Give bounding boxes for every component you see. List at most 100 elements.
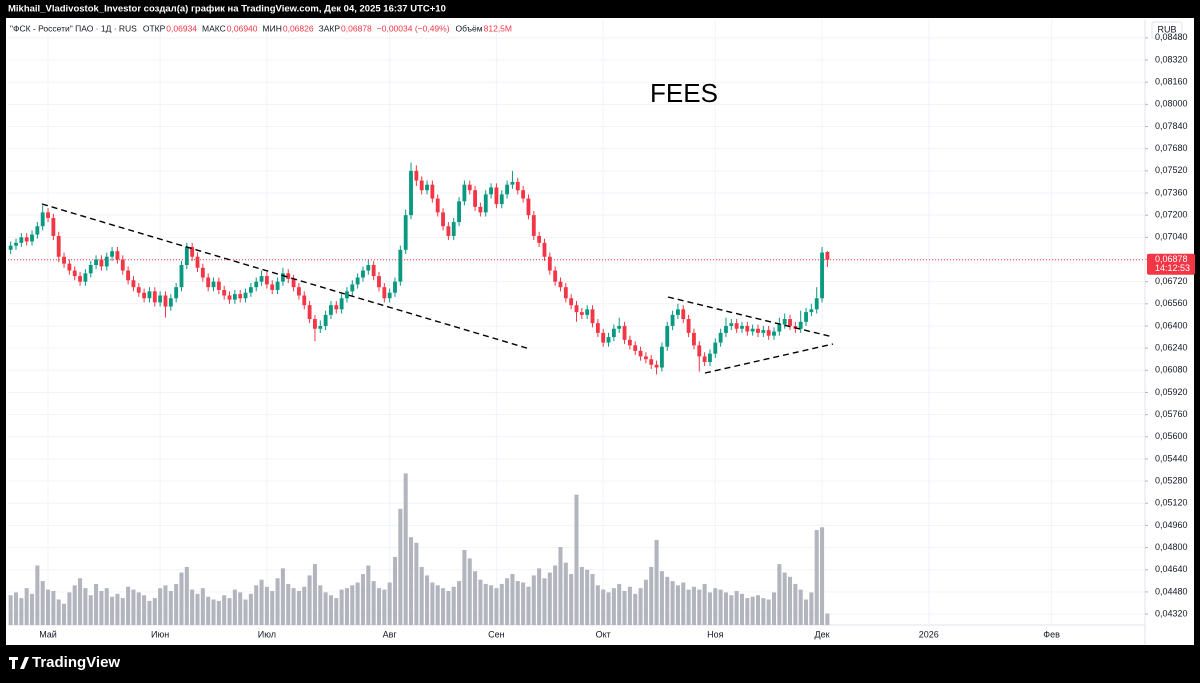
volume-bar	[675, 585, 680, 625]
volume-bar	[270, 591, 275, 625]
volume-bar	[131, 589, 136, 625]
volume-bar	[777, 564, 782, 625]
volume-bar	[67, 592, 72, 625]
volume-bar	[526, 586, 531, 625]
volume-bar	[483, 583, 488, 625]
candle-body	[350, 284, 355, 292]
candle-body	[782, 319, 787, 325]
volume-bar	[606, 592, 611, 625]
candle-body	[489, 187, 494, 195]
volume-bar	[729, 595, 734, 625]
header: Mikhail_Vladivostok_Investor создал(а) г…	[8, 4, 446, 15]
candle-body	[259, 276, 264, 282]
x-tick-label: Май	[39, 629, 57, 639]
y-tick-label: 0,07360	[1155, 187, 1188, 197]
volume-bar	[302, 586, 307, 625]
volume-bar	[312, 564, 317, 625]
legend-label: ЗАКР	[319, 23, 341, 33]
volume-bar	[376, 588, 382, 625]
volume-bar	[115, 593, 120, 625]
volume-bar	[611, 588, 616, 625]
chart-background	[6, 18, 1194, 645]
candle-body	[692, 332, 696, 346]
candle-body	[67, 263, 72, 271]
candle-body	[329, 305, 333, 315]
volume-bar	[46, 589, 51, 625]
volume-bar	[473, 571, 478, 625]
volume-bar	[259, 579, 264, 625]
volume-bar	[718, 589, 723, 625]
volume-bar	[291, 588, 296, 625]
volume-bar	[142, 595, 147, 625]
y-tick-label: 0,06240	[1155, 342, 1188, 352]
trendline	[704, 343, 834, 374]
volume-bar	[766, 599, 771, 625]
candle-body	[35, 226, 40, 235]
candle-body	[99, 259, 104, 267]
volume-bar	[558, 547, 563, 625]
candle-body	[745, 325, 750, 332]
candle-body	[761, 330, 766, 333]
candle-body	[441, 212, 445, 227]
volume-bar	[392, 557, 398, 625]
volume-bar	[286, 583, 291, 625]
volume-bar	[350, 585, 355, 625]
trendlines	[41, 203, 834, 374]
candle-body	[222, 289, 227, 296]
volume-bar	[713, 588, 718, 625]
y-tick-label: 0,07040	[1155, 232, 1188, 242]
volume-bar	[521, 582, 526, 625]
candle-body	[702, 356, 707, 362]
volume-bar	[264, 586, 269, 625]
candle-body	[174, 287, 179, 299]
x-tick-label: Июл	[258, 629, 276, 639]
volume-bar	[820, 527, 825, 625]
logo-icon	[9, 657, 29, 669]
y-tick-label: 0,06560	[1155, 298, 1188, 308]
volume-bar	[510, 574, 515, 625]
candle-body	[638, 350, 643, 357]
volume-bar	[29, 593, 35, 625]
volume-bar	[366, 565, 371, 625]
y-tick-label: 0,05120	[1155, 498, 1188, 508]
candle-body	[94, 259, 98, 266]
candle-body	[499, 194, 504, 205]
legend-volume-label: Объём	[456, 23, 483, 33]
volume-bar	[793, 583, 798, 625]
candle-body	[478, 206, 483, 213]
candle-body	[382, 287, 387, 299]
candle-body	[494, 187, 499, 205]
candle-body	[136, 287, 141, 293]
candle-body	[729, 323, 734, 326]
candle-body	[179, 265, 184, 288]
candle-body	[403, 215, 408, 250]
volume-bar	[478, 579, 483, 625]
candle-body	[46, 212, 50, 218]
candle-body	[713, 342, 718, 354]
volume-bar	[72, 585, 77, 625]
candle-body	[286, 273, 291, 279]
y-tick-label: 0,07840	[1155, 121, 1188, 131]
volume-bar	[702, 583, 707, 625]
volume-bar	[195, 593, 200, 625]
candle-body	[430, 184, 435, 199]
volume-bar	[83, 588, 88, 625]
volume-bar	[467, 558, 472, 625]
candle-body	[366, 265, 371, 271]
candle-body	[809, 309, 814, 313]
candle-body	[740, 325, 744, 329]
candle-body	[387, 292, 392, 299]
volume-bar	[414, 542, 419, 625]
volume-bar	[697, 589, 702, 625]
candle-body	[590, 309, 595, 324]
candle-body	[697, 345, 702, 357]
candle-layer	[8, 162, 1145, 375]
volume-bar	[387, 582, 392, 625]
candle-body	[462, 184, 467, 202]
volume-bar	[734, 591, 739, 625]
volume-bar	[425, 575, 430, 625]
candle-body	[297, 287, 301, 296]
legend-label: МАКС	[202, 23, 226, 33]
candle-body	[393, 281, 397, 293]
